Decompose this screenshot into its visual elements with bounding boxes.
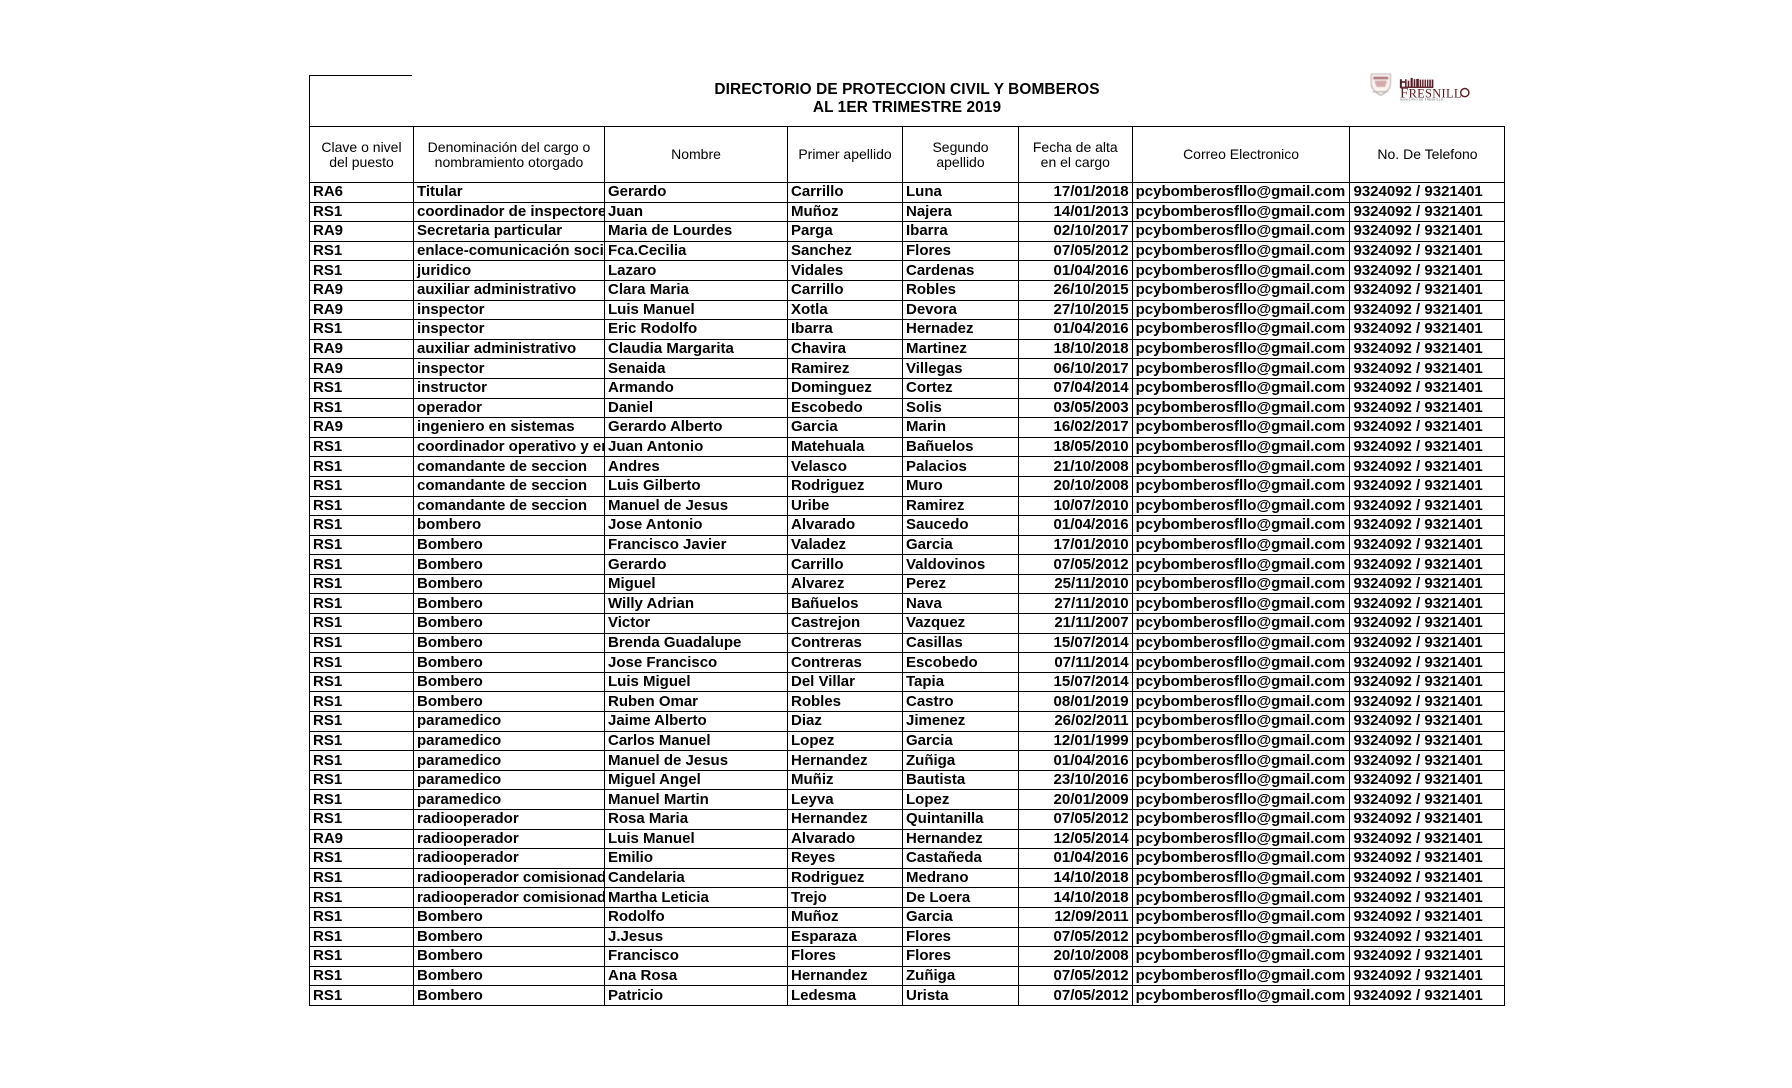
svg-text:MUNICIPIO DE FRESNILLO: MUNICIPIO DE FRESNILLO xyxy=(1400,99,1443,102)
svg-text:AYUNTAMIENTO: AYUNTAMIENTO xyxy=(1373,91,1390,94)
